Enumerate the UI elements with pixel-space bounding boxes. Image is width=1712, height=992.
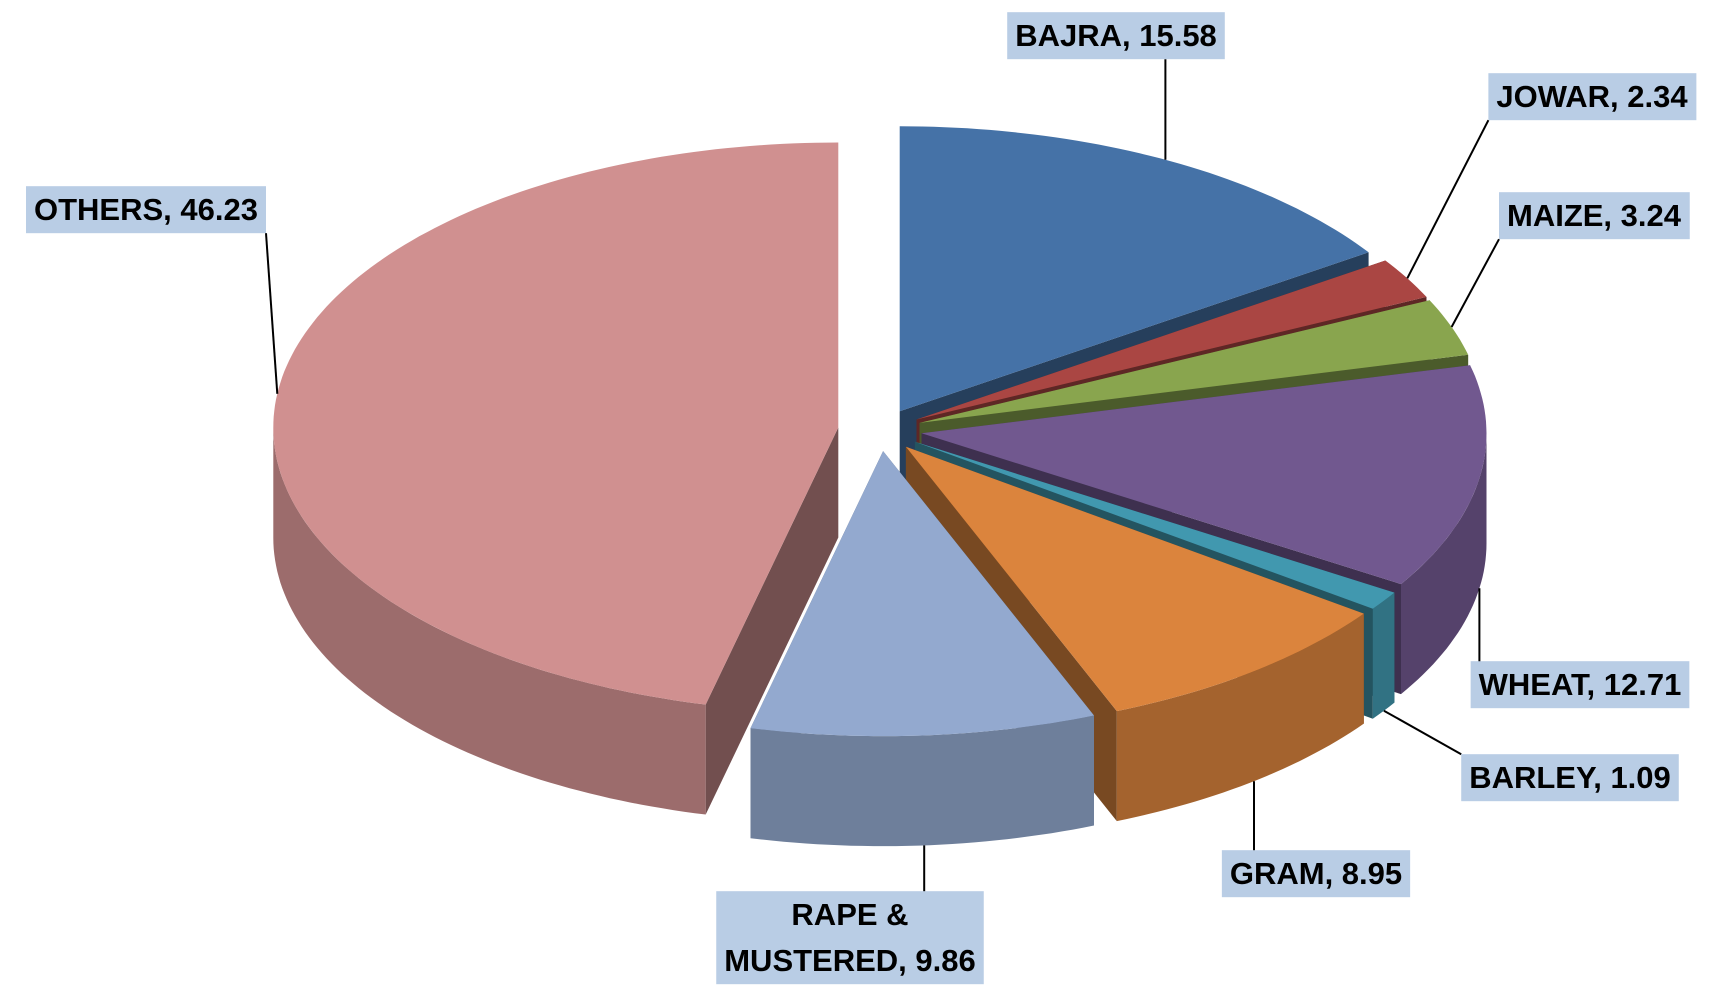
slice-top (273, 142, 839, 705)
slice (750, 451, 1094, 847)
label-text: BARLEY, 1.09 (1469, 760, 1671, 795)
slice-top (916, 260, 1427, 420)
slice-wall (1116, 613, 1364, 822)
label-box (1007, 12, 1225, 60)
leader-line (1450, 238, 1500, 328)
label-box (1470, 661, 1690, 709)
slice-side (705, 427, 839, 815)
slice-wall (273, 427, 706, 815)
labels: BAJRA, 15.58 JOWAR, 2.34 MAIZE, 3.24 WHEAT,… (26, 12, 1697, 985)
data-label: OTHERS, 46.23 (26, 186, 279, 394)
label-text: WHEAT, 12.71 (1479, 667, 1682, 702)
slice (273, 142, 839, 815)
label-box (1221, 850, 1411, 898)
slice-top (905, 446, 1364, 712)
slice-top (921, 365, 1487, 585)
data-label: WHEAT, 12.71 (1470, 588, 1690, 709)
label-text: RAPE & MUSTERED, 9.86 (724, 897, 976, 978)
data-label: JOWAR, 2.34 (1406, 73, 1697, 279)
pie (273, 126, 1487, 847)
slice-top (914, 441, 1395, 609)
label-text: BAJRA, 15.58 (1015, 18, 1217, 53)
data-label: BARLEY, 1.09 (1383, 709, 1679, 802)
leader-line (1406, 119, 1490, 279)
data-label: MAIZE, 3.24 (1450, 192, 1690, 328)
slice-wall (1401, 433, 1487, 695)
slice-wall (1372, 592, 1395, 719)
label-text: JOWAR, 2.34 (1496, 79, 1688, 114)
data-label: GRAM, 8.95 (1221, 781, 1411, 898)
label-box (26, 186, 266, 234)
label-box (716, 891, 984, 985)
slice-wall (750, 715, 1094, 847)
data-label: BAJRA, 15.58 (1007, 12, 1225, 160)
label-text: MAIZE, 3.24 (1507, 198, 1682, 233)
slice-top (919, 300, 1469, 423)
slice-top (899, 126, 1369, 412)
label-box (1499, 192, 1690, 240)
label-box (1461, 754, 1679, 802)
label-text: OTHERS, 46.23 (34, 192, 258, 227)
leader-line (1383, 709, 1462, 756)
data-label: RAPE & MUSTERED, 9.86 (716, 845, 984, 985)
slice-top (750, 451, 1094, 737)
leader-line (265, 233, 279, 394)
label-text: GRAM, 8.95 (1230, 856, 1402, 891)
label-box (1488, 73, 1697, 121)
